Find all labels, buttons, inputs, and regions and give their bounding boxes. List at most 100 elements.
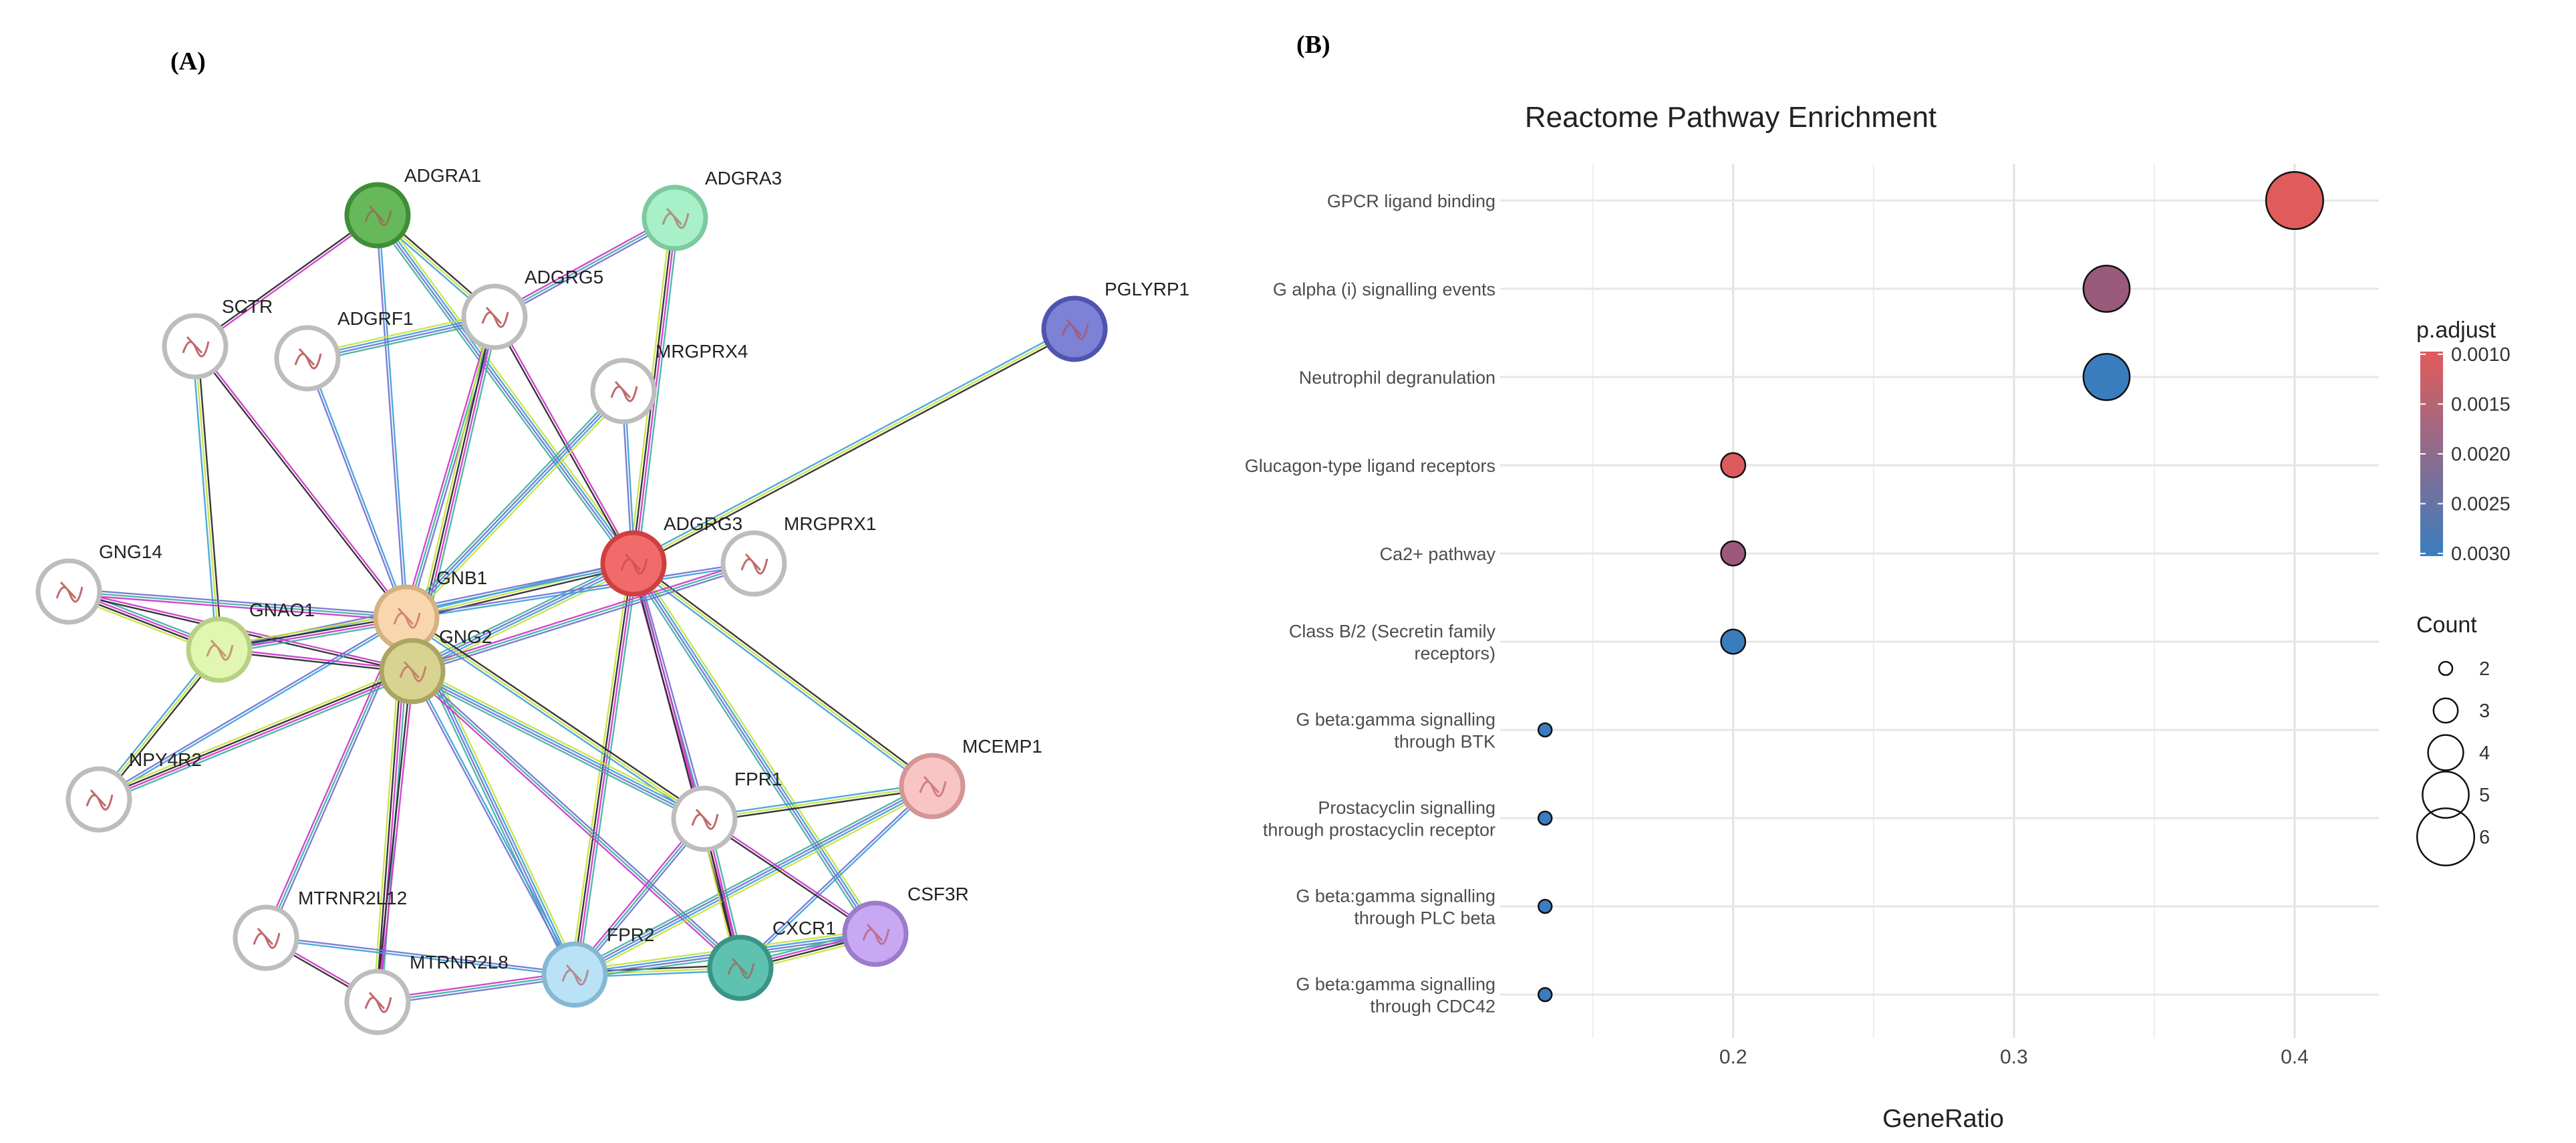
network-nodes: ADGRA1 ADGRA3 SCTR ADGRF1 ADGRG5 PGLYRP1 MRGPR… xyxy=(35,165,1189,1035)
colorbar-label: 0.0010 xyxy=(2451,344,2511,366)
network-node[interactable]: SCTR xyxy=(162,296,273,380)
network-edge xyxy=(193,345,408,619)
network-edge xyxy=(631,326,1077,567)
protein-network: ADGRA1 ADGRA3 SCTR ADGRF1 ADGRG5 PGLYRP1 MRGPR… xyxy=(35,165,1189,1035)
node-label: GNAO1 xyxy=(249,600,315,620)
network-edge xyxy=(492,315,635,565)
protein-structure-icon xyxy=(561,964,589,986)
network-edge xyxy=(629,561,880,936)
network-node[interactable]: MRGPRX4 xyxy=(590,341,748,424)
size-legend-circle xyxy=(2427,734,2464,771)
data-point xyxy=(1537,722,1553,738)
network-edge xyxy=(411,560,755,674)
colorbar-label: 0.0020 xyxy=(2451,444,2511,465)
colorbar-label: 0.0030 xyxy=(2451,543,2511,565)
x-axis-ticks: 0.2 0.3 0.4 xyxy=(1719,1046,2309,1068)
network-edge xyxy=(403,315,498,619)
network-node[interactable]: PGLYRP1 xyxy=(1041,279,1189,362)
network-edge xyxy=(98,616,408,801)
data-points xyxy=(1537,170,2325,1003)
network-edge xyxy=(265,935,575,977)
network-node[interactable]: MTRNR2L8 xyxy=(344,952,509,1035)
data-point xyxy=(1720,628,1747,655)
network-node[interactable]: FPR2 xyxy=(541,924,655,1008)
network-node[interactable]: MCEMP1 xyxy=(899,736,1042,819)
p-adjust-legend: p.adjust 0.0010 0.0015 0.0020 0.0025 0.0030 xyxy=(2416,318,2511,565)
node-label: MCEMP1 xyxy=(962,736,1042,757)
protein-structure-icon xyxy=(727,957,755,979)
size-legend-label: 5 xyxy=(2479,785,2490,806)
network-node[interactable]: CXCR1 xyxy=(707,918,836,1001)
network-edge xyxy=(704,782,933,823)
colorbar-label: 0.0025 xyxy=(2451,494,2511,515)
colorbar-label: 0.0015 xyxy=(2451,394,2511,416)
protein-structure-icon xyxy=(862,923,890,945)
protein-structure-icon xyxy=(364,205,392,227)
network-node[interactable]: FPR1 xyxy=(671,769,782,852)
size-legend-label: 6 xyxy=(2479,827,2490,848)
node-label: FPR1 xyxy=(734,769,782,789)
network-edge xyxy=(572,781,935,979)
protein-structure-icon xyxy=(294,348,322,370)
node-label: GNB1 xyxy=(436,567,487,588)
node-label: MTRNR2L12 xyxy=(298,888,407,908)
data-point xyxy=(1720,452,1747,479)
protein-structure-icon xyxy=(55,581,84,603)
network-node[interactable]: ADGRA3 xyxy=(641,168,782,251)
node-label: ADGRF1 xyxy=(337,308,414,329)
data-point xyxy=(1537,810,1553,826)
network-node[interactable]: ADGRG5 xyxy=(461,267,603,350)
x-tick-label: 0.2 xyxy=(1719,1046,1747,1068)
network-node[interactable]: ADGRA1 xyxy=(344,165,481,249)
protein-structure-icon xyxy=(1061,318,1089,340)
network-node[interactable]: CSF3R xyxy=(842,884,969,967)
network-node[interactable]: NPY4R2 xyxy=(65,749,202,833)
protein-structure-icon xyxy=(86,789,114,811)
network-edge xyxy=(410,666,707,823)
size-legend-circle xyxy=(2432,697,2459,724)
network-edges xyxy=(67,212,1077,1006)
network-edge xyxy=(406,561,754,620)
y-tick-label: Ca2+ pathway xyxy=(1380,544,1496,564)
network-node[interactable]: GNG2 xyxy=(379,626,492,705)
y-tick-label: GPCR ligand binding xyxy=(1327,191,1495,211)
chart-title: Reactome Pathway Enrichment xyxy=(1525,101,1937,134)
protein-structure-icon xyxy=(481,306,509,328)
data-point xyxy=(2265,170,2325,231)
node-label: FPR2 xyxy=(607,924,655,945)
node-label: MRGPRX4 xyxy=(656,341,748,362)
y-tick-label: Class B/2 (Secretin family receptors) xyxy=(1289,622,1496,664)
size-legend-circle xyxy=(2422,771,2470,819)
protein-structure-icon xyxy=(206,639,234,661)
network-node[interactable]: ADGRG3 xyxy=(600,513,742,597)
node-label: ADGRG3 xyxy=(664,513,742,534)
network-edge xyxy=(402,388,627,621)
protein-structure-icon xyxy=(691,808,719,830)
y-tick-label: G beta:gamma signalling through CDC42 xyxy=(1296,975,1495,1017)
size-legend-circle xyxy=(2438,660,2454,676)
protein-structure-icon xyxy=(610,380,638,402)
network-edge xyxy=(572,816,707,977)
size-legend-label: 3 xyxy=(2479,701,2490,722)
network-node[interactable]: GNAO1 xyxy=(186,600,315,683)
data-point xyxy=(1537,987,1553,1003)
network-node[interactable]: GNB1 xyxy=(373,567,487,651)
node-label: CSF3R xyxy=(907,884,969,904)
network-node[interactable]: ADGRF1 xyxy=(274,308,414,392)
protein-structure-icon xyxy=(399,660,427,682)
network-node[interactable]: MTRNR2L12 xyxy=(233,888,407,971)
data-point xyxy=(2082,353,2131,401)
panel-a-label: (A) xyxy=(170,47,206,76)
size-legend-circle xyxy=(2416,807,2476,867)
network-node[interactable]: GNG14 xyxy=(35,541,162,625)
protein-structure-icon xyxy=(740,553,768,575)
network-edge xyxy=(631,560,935,789)
count-legend: Count 2 3 4 5 6 xyxy=(2416,612,2490,867)
network-node[interactable]: MRGPRX1 xyxy=(720,513,876,597)
y-tick-label: G beta:gamma signalling through PLC beta xyxy=(1296,886,1496,928)
y-tick-label: Prostacyclin signalling through prostacyc… xyxy=(1263,798,1495,840)
grid xyxy=(1500,164,2379,1038)
node-label: ADGRG5 xyxy=(525,267,603,287)
data-point xyxy=(1537,898,1553,914)
